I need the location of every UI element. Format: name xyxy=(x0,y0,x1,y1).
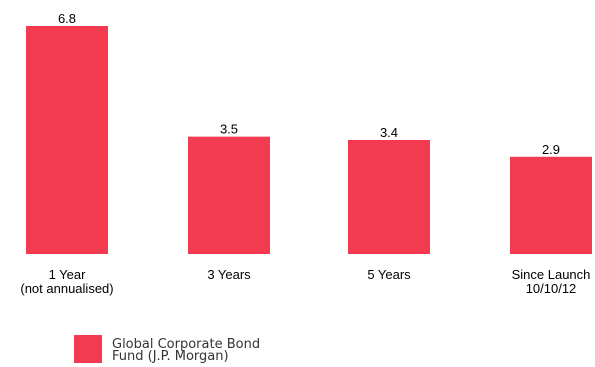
bar-value-label-2: 3.5 xyxy=(220,122,238,137)
bar-value-label-3: 3.4 xyxy=(380,125,398,140)
legend-label: Global Corporate Bond Fund (J.P. Morgan) xyxy=(112,337,264,364)
bar-value-label-1: 6.8 xyxy=(58,11,76,26)
category-label-4-line-1: Since Launch xyxy=(512,267,591,282)
category-label-2-line-1: 3 Years xyxy=(207,267,251,282)
bar-1 xyxy=(26,26,108,254)
bar-3 xyxy=(348,140,430,254)
value-labels-group: 6.8 3.5 3.4 2.9 xyxy=(58,11,560,157)
legend-label-line-2: Fund (J.P. Morgan) xyxy=(112,349,229,364)
bar-2 xyxy=(188,136,270,254)
category-label-1: 1 Year (not annualised) xyxy=(20,267,113,296)
category-labels-group: 1 Year (not annualised) 3 Years 5 Years Sinc… xyxy=(20,267,590,296)
category-label-1-line-2: (not annualised) xyxy=(20,281,113,296)
category-label-1-line-1: 1 Year xyxy=(49,267,87,282)
category-label-4: Since Launch 10/10/12 xyxy=(512,267,591,296)
legend-label-line-1: Global Corporate Bond xyxy=(112,337,260,352)
bar-4 xyxy=(510,156,592,254)
category-label-2: 3 Years xyxy=(207,267,251,282)
category-label-3: 5 Years xyxy=(367,267,411,282)
legend-swatch xyxy=(74,335,102,363)
bars-group xyxy=(26,26,592,254)
category-label-4-line-2: 10/10/12 xyxy=(526,281,577,296)
bar-value-label-4: 2.9 xyxy=(542,142,560,157)
legend: Global Corporate Bond Fund (J.P. Morgan) xyxy=(74,335,264,364)
category-label-3-line-1: 5 Years xyxy=(367,267,411,282)
